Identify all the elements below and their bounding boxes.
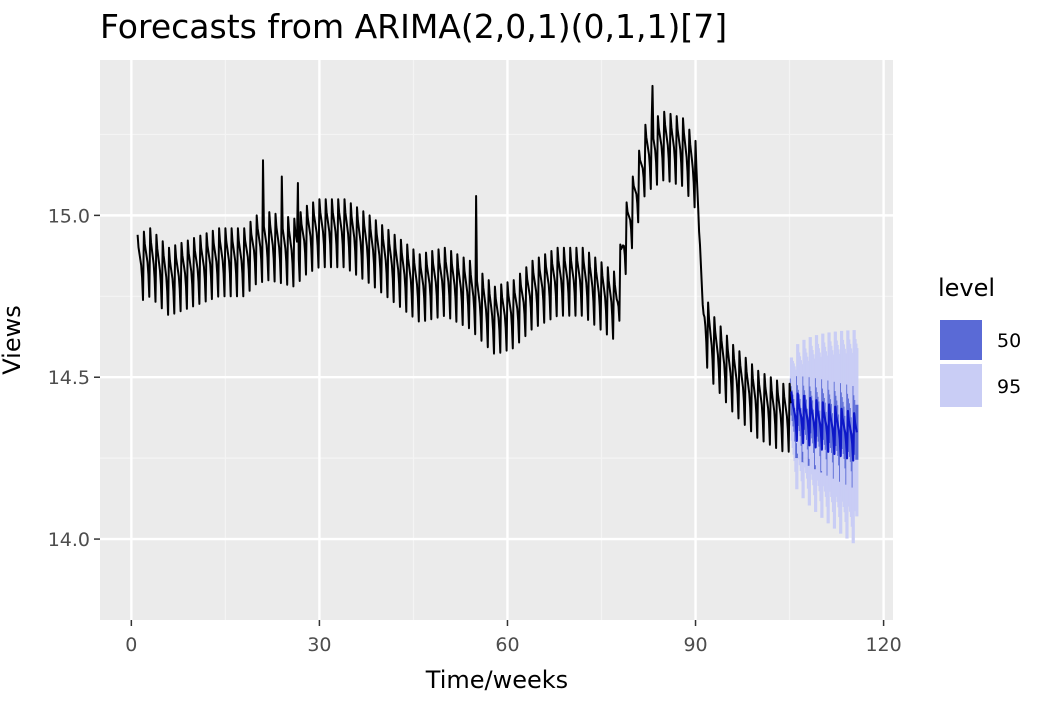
legend-key-95 <box>940 364 982 407</box>
y-tick-label: 14.5 <box>48 367 90 389</box>
series-lines <box>136 84 858 462</box>
y-tick-label: 14.0 <box>48 529 90 551</box>
x-tick-label: 0 <box>125 634 137 656</box>
y-axis-title: Views <box>0 305 26 374</box>
legend-key-50 <box>940 320 982 360</box>
x-tick-label: 60 <box>495 634 519 656</box>
x-tick-label: 90 <box>683 634 707 656</box>
legend-label-50: 50 <box>997 330 1021 352</box>
forecast-series-line <box>790 391 858 462</box>
x-tick-label: 120 <box>865 634 901 656</box>
y-axis: 14.0 14.5 15.0 <box>48 205 100 551</box>
x-axis: 0 30 60 90 120 <box>125 620 902 656</box>
legend-title: level <box>938 274 995 302</box>
plot-panel <box>100 60 893 620</box>
y-tick-label: 15.0 <box>48 205 90 227</box>
legend-label-95: 95 <box>997 376 1021 398</box>
x-axis-title: Time/weeks <box>425 666 568 694</box>
legend: level 50 95 <box>938 274 1021 407</box>
observed-series-line <box>136 84 793 453</box>
x-tick-label: 30 <box>307 634 331 656</box>
chart-title: Forecasts from ARIMA(2,0,1)(0,1,1)[7] <box>100 7 727 46</box>
